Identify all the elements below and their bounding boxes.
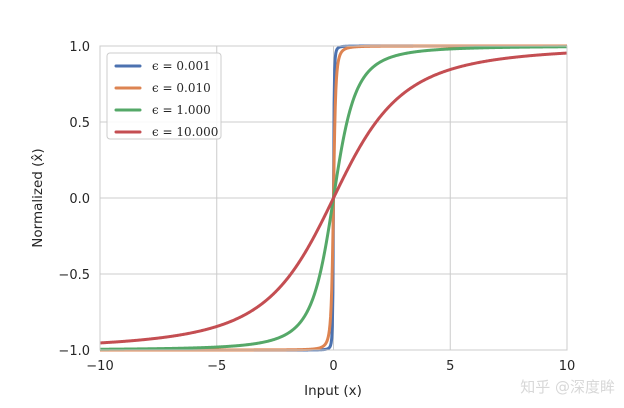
x-tick-label: −5 — [207, 359, 226, 374]
x-axis-label: Input (x) — [304, 383, 362, 399]
legend-label: ϵ = 0.010 — [152, 81, 211, 95]
series-line-3 — [99, 51, 568, 345]
tick-labels: −10 −5 0 5 10 −1.0 −0.5 0.0 0.5 1.0 — [58, 40, 575, 374]
y-tick-label: −0.5 — [58, 268, 90, 283]
plot-frame — [99, 45, 568, 351]
y-tick-label: 0.0 — [69, 192, 90, 207]
y-tick-label: 0.5 — [69, 116, 90, 131]
watermark: 知乎 @深度眸 — [520, 378, 615, 396]
legend-label: ϵ = 1.000 — [152, 103, 211, 117]
legend-box — [106, 52, 222, 140]
x-tick-label: 5 — [446, 359, 454, 374]
y-axis-label: Normalized (x̂) — [30, 148, 46, 247]
x-tick-label: −10 — [86, 359, 113, 374]
y-tick-label: 1.0 — [69, 40, 90, 55]
legend-label: ϵ = 0.001 — [152, 59, 211, 73]
legend-label: ϵ = 10.000 — [152, 125, 218, 139]
x-tick-label: 0 — [329, 359, 337, 374]
legend: ϵ = 0.001 ϵ = 0.010 ϵ = 1.000 ϵ = 10.000 — [106, 52, 222, 140]
x-tick-label: 10 — [559, 359, 576, 374]
y-tick-label: −1.0 — [58, 344, 90, 359]
